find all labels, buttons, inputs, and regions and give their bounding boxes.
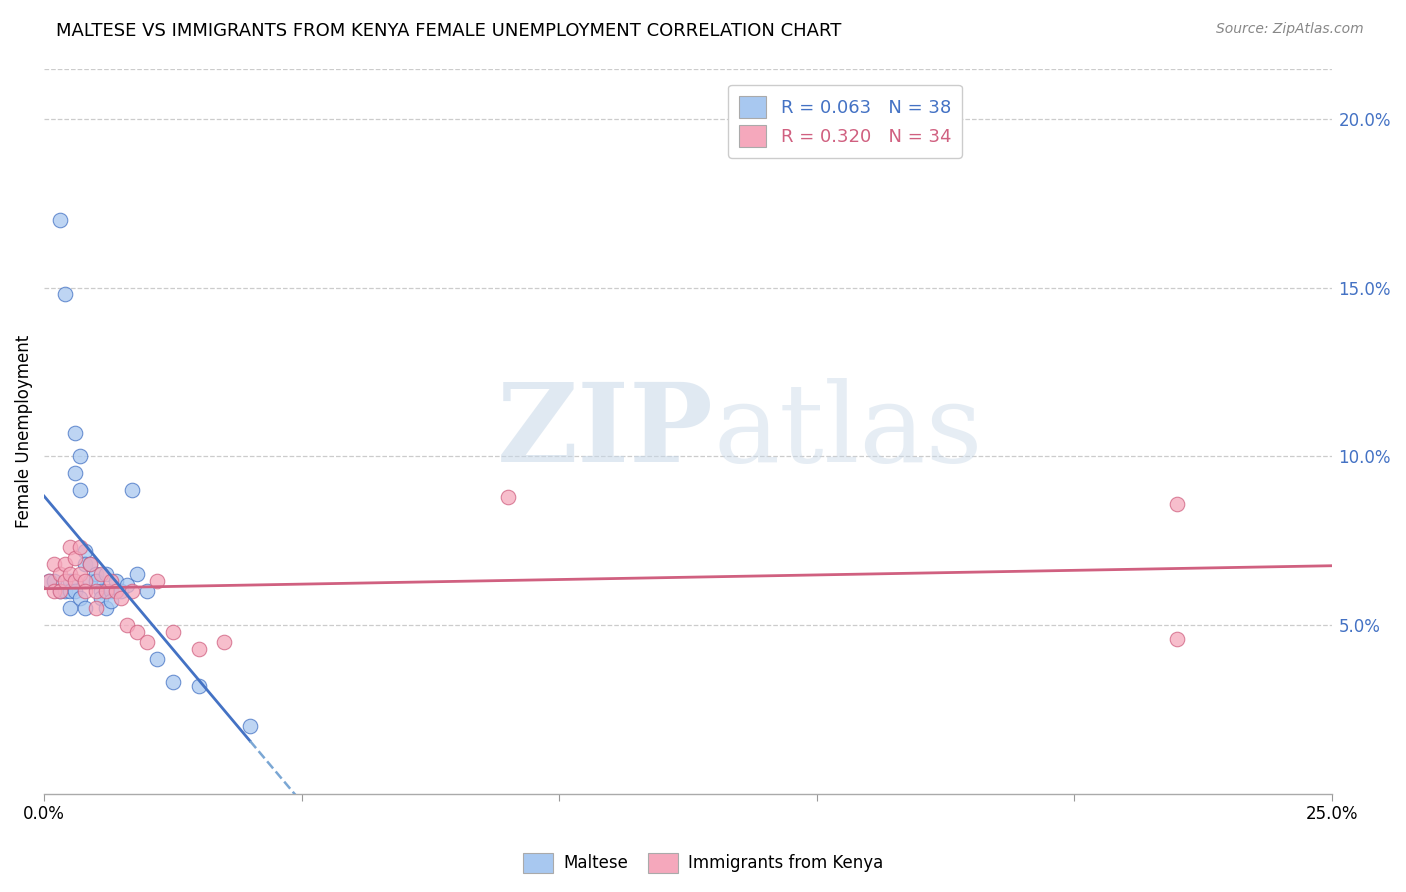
Point [48, 584, 70, 599]
Point [48, 567, 70, 582]
Point [53, 574, 76, 589]
Point [239, 719, 262, 733]
Point [44, 584, 66, 599]
Point [110, 584, 132, 599]
Point [187, 679, 209, 693]
Point [115, 577, 138, 591]
Point [75, 558, 97, 572]
Point [90, 591, 112, 605]
Point [69, 483, 91, 497]
Point [75, 544, 97, 558]
Point [214, 635, 236, 649]
Point [496, 490, 519, 504]
Point [121, 483, 143, 497]
Point [79, 574, 101, 589]
Point [48, 213, 70, 227]
Point [69, 591, 91, 605]
Point [125, 624, 148, 639]
Point [84, 574, 107, 589]
Point [100, 574, 122, 589]
Point [69, 541, 91, 555]
Point [105, 584, 128, 599]
Point [125, 567, 148, 582]
Point [146, 574, 169, 589]
Text: Source: ZipAtlas.com: Source: ZipAtlas.com [1216, 22, 1364, 37]
Point [53, 584, 76, 599]
Point [94, 584, 117, 599]
Point [59, 601, 82, 615]
Point [100, 584, 122, 599]
Point [53, 287, 76, 301]
Point [162, 675, 184, 690]
Point [63, 574, 86, 589]
Point [84, 584, 107, 599]
Point [75, 601, 97, 615]
Point [100, 594, 122, 608]
Point [84, 601, 107, 615]
Point [146, 652, 169, 666]
Point [121, 584, 143, 599]
Y-axis label: Female Unemployment: Female Unemployment [15, 334, 32, 528]
Point [69, 567, 91, 582]
Text: MALTESE VS IMMIGRANTS FROM KENYA FEMALE UNEMPLOYMENT CORRELATION CHART: MALTESE VS IMMIGRANTS FROM KENYA FEMALE … [56, 22, 842, 40]
Point [63, 467, 86, 481]
Point [59, 541, 82, 555]
Point [90, 567, 112, 582]
Point [115, 618, 138, 632]
Point [136, 584, 159, 599]
Point [1166, 497, 1188, 511]
Point [63, 550, 86, 565]
Point [75, 584, 97, 599]
Point [90, 584, 112, 599]
Text: ZIP: ZIP [496, 377, 714, 484]
Point [187, 641, 209, 656]
Point [63, 425, 86, 440]
Text: atlas: atlas [714, 377, 983, 484]
Point [69, 450, 91, 464]
Point [59, 574, 82, 589]
Legend: R = 0.063   N = 38, R = 0.320   N = 34: R = 0.063 N = 38, R = 0.320 N = 34 [728, 85, 962, 158]
Point [84, 567, 107, 582]
Point [110, 591, 132, 605]
Point [53, 558, 76, 572]
Point [1166, 632, 1188, 646]
Point [59, 567, 82, 582]
Point [79, 558, 101, 572]
Point [59, 584, 82, 599]
Point [48, 584, 70, 599]
Point [75, 574, 97, 589]
Legend: Maltese, Immigrants from Kenya: Maltese, Immigrants from Kenya [516, 847, 890, 880]
Point [44, 574, 66, 589]
Point [105, 574, 128, 589]
Point [94, 601, 117, 615]
Point [79, 558, 101, 572]
Point [94, 567, 117, 582]
Point [136, 635, 159, 649]
Point [44, 558, 66, 572]
Point [38, 574, 60, 589]
Point [162, 624, 184, 639]
Point [63, 584, 86, 599]
Point [38, 574, 60, 589]
